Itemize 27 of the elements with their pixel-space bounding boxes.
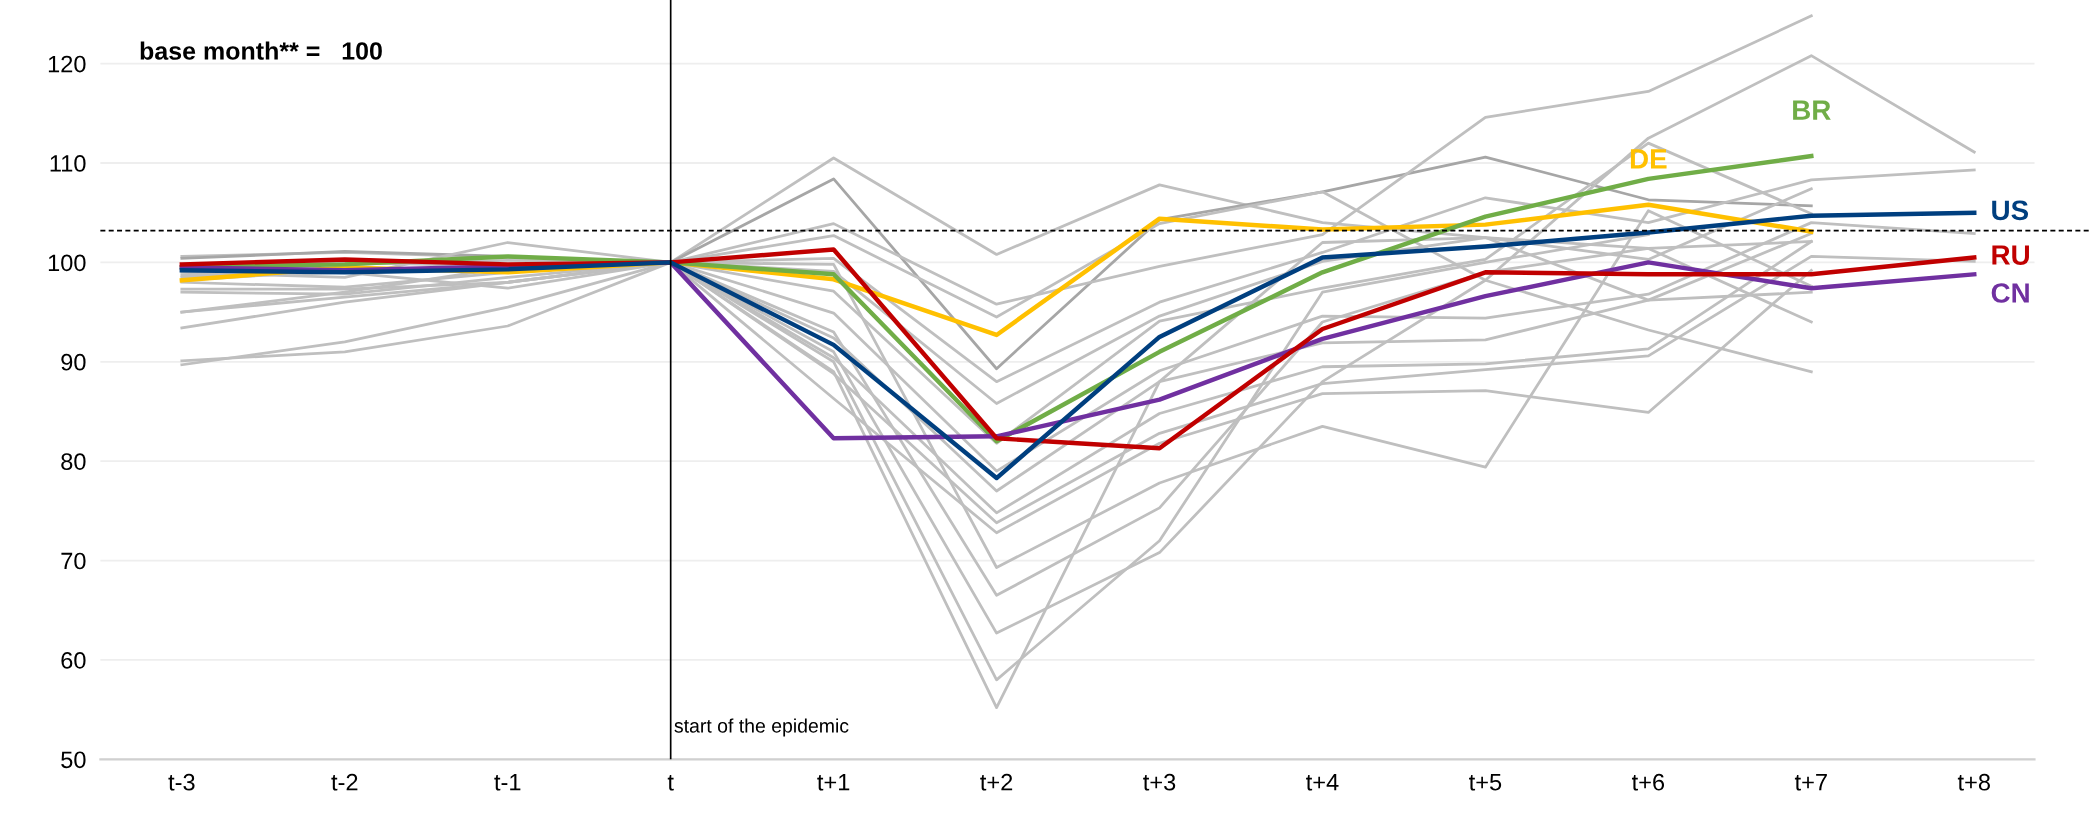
y-tick-label: 80 — [61, 453, 86, 470]
x-tick-label: t+7 — [1794, 774, 1827, 791]
x-tick-label: t — [667, 775, 674, 791]
x-tick-label: t+4 — [1306, 774, 1339, 791]
series-label: DE — [1630, 149, 1667, 169]
y-tick-label: 50 — [61, 751, 86, 769]
annotation: base month** = 100 — [140, 41, 382, 60]
y-tick-label: 110 — [50, 155, 86, 172]
x-tick-label: t+6 — [1631, 773, 1665, 791]
series-label: BR — [1793, 100, 1831, 120]
y-tick-label: 90 — [61, 353, 86, 371]
x-tick-label: t+5 — [1469, 774, 1502, 791]
y-tick-label: 60 — [61, 652, 86, 669]
series-label: RU — [1992, 245, 2029, 265]
x-tick-label: t+2 — [980, 773, 1013, 791]
x-tick-label: t+3 — [1143, 773, 1176, 791]
x-tick-label: t-1 — [494, 774, 521, 791]
x-tick-label: t+1 — [817, 774, 850, 791]
x-tick-label: t+8 — [1957, 773, 1990, 791]
y-tick-label: 120 — [48, 55, 86, 73]
x-tick-label: t-2 — [331, 773, 358, 791]
y-tick-label: 100 — [48, 254, 86, 272]
y-tick-label: 70 — [61, 552, 86, 570]
x-tick-label: t-3 — [168, 773, 195, 791]
ref-line-label: start of the epidemic — [674, 718, 849, 737]
series-label: CN — [1991, 283, 2029, 303]
series-label: US — [1992, 200, 2029, 221]
